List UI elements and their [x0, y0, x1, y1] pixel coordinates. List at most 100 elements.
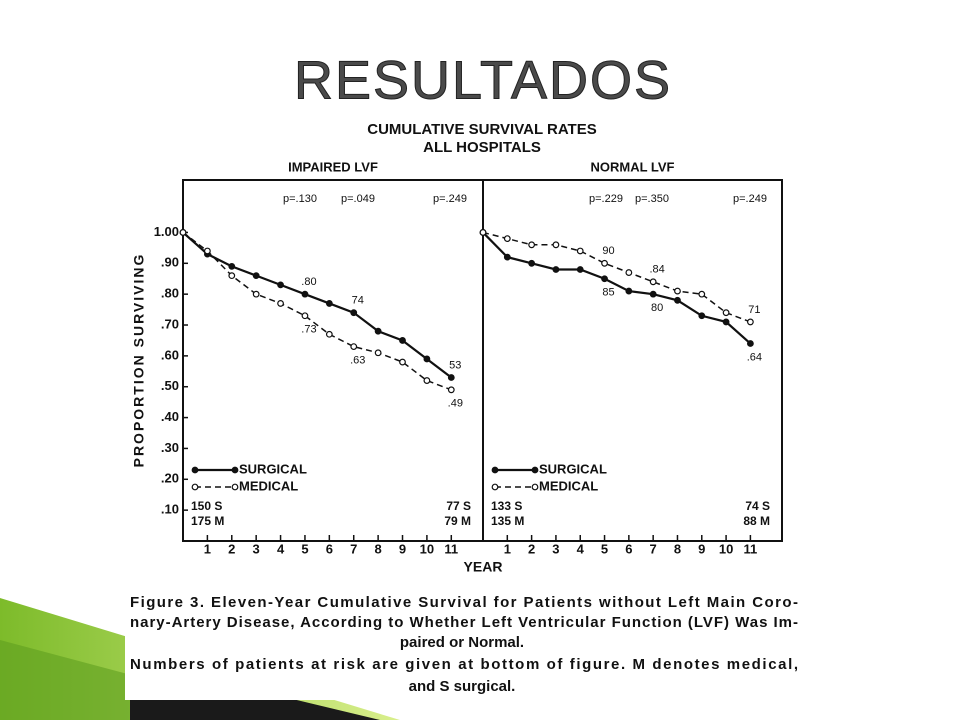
point [601, 259, 608, 267]
caption: Numbers of patients at risk are given at… [130, 656, 798, 673]
point [252, 290, 260, 298]
y-axis-label: PROPORTION SURVIVING [131, 253, 147, 468]
x-tick-label: 2 [528, 541, 535, 556]
point [674, 296, 681, 304]
point [325, 300, 333, 307]
x-tick-label: 1 [204, 541, 211, 556]
caption: paired or Normal. [400, 634, 524, 651]
point [374, 349, 382, 357]
at-risk: 175 M [191, 514, 224, 528]
value-label: .80 [301, 276, 316, 288]
legend-marker [231, 466, 239, 474]
x-tick-label: 8 [674, 541, 681, 556]
value-label: .64 [747, 351, 762, 363]
point [746, 340, 754, 347]
p-value: p=.249 [433, 193, 467, 205]
y-tick-label: .90 [161, 255, 179, 270]
value-label: .84 [650, 264, 665, 276]
point [228, 262, 236, 270]
point [649, 278, 657, 286]
x-axis-label: YEAR [464, 559, 503, 575]
point [350, 343, 358, 351]
point [277, 300, 284, 307]
point [503, 253, 511, 261]
y-tick-label: .10 [161, 502, 179, 517]
point [423, 377, 431, 384]
x-tick-label: 3 [552, 541, 559, 556]
point [228, 272, 236, 280]
legend-label: MEDICAL [239, 478, 298, 493]
x-tick-label: 10 [420, 541, 434, 556]
point [552, 266, 560, 273]
panel-title: NORMAL LVF [590, 159, 674, 174]
value-label: 74 [352, 295, 364, 307]
point [552, 241, 560, 249]
caption: nary-Artery Disease, According to Whethe… [130, 614, 798, 631]
x-tick-label: 6 [326, 541, 333, 556]
figure-area [125, 120, 800, 700]
y-tick-label: .40 [161, 409, 179, 424]
point [203, 247, 211, 255]
legend-marker [531, 483, 539, 491]
point [576, 247, 584, 255]
legend-label: MEDICAL [539, 478, 598, 493]
legend-marker [531, 466, 539, 474]
point [649, 290, 657, 298]
y-tick-label: .80 [161, 286, 179, 301]
point [601, 275, 608, 283]
value-label: .49 [448, 398, 463, 410]
x-tick-label: 3 [253, 541, 260, 556]
p-value: p=.229 [589, 193, 623, 205]
x-tick-label: 8 [375, 541, 382, 556]
x-tick-label: 1 [504, 541, 511, 556]
point [301, 290, 309, 298]
y-tick-label: .30 [161, 440, 179, 455]
point [325, 330, 333, 338]
p-value: p=.049 [341, 193, 375, 205]
legend-marker [231, 483, 239, 491]
x-tick-label: 4 [277, 541, 285, 556]
value-label: 85 [602, 287, 614, 299]
value-label: 90 [602, 245, 614, 257]
value-label: 53 [449, 359, 461, 371]
point [423, 355, 431, 363]
legend-label: SURGICAL [539, 461, 607, 476]
legend-marker [191, 483, 199, 491]
p-value: p=.350 [635, 193, 669, 205]
x-tick-label: 5 [601, 541, 608, 556]
point [746, 318, 754, 326]
x-tick-label: 11 [444, 541, 458, 556]
point [674, 287, 681, 295]
point [698, 290, 706, 298]
point [625, 287, 633, 295]
point [698, 312, 706, 320]
point [722, 309, 730, 317]
slide-title: RESULTADOS [294, 50, 672, 110]
x-tick-label: 9 [698, 541, 705, 556]
y-tick-label: .20 [161, 471, 179, 486]
point [374, 327, 382, 335]
point [399, 358, 406, 366]
y-tick-label: .60 [161, 347, 179, 362]
x-tick-label: 7 [650, 541, 657, 556]
x-tick-label: 7 [350, 541, 357, 556]
point [447, 374, 455, 381]
x-tick-label: 4 [577, 541, 585, 556]
point [503, 235, 511, 243]
legend-marker [191, 466, 199, 474]
p-value: p=.130 [283, 193, 317, 205]
x-tick-label: 2 [228, 541, 235, 556]
x-tick-label: 6 [625, 541, 632, 556]
series-line [482, 231, 751, 323]
figure-title: CUMULATIVE SURVIVAL RATES [367, 121, 596, 138]
plot-frame [482, 179, 783, 542]
p-value: p=.249 [733, 193, 767, 205]
point [528, 259, 536, 267]
point [447, 386, 455, 394]
y-tick-label: .50 [161, 378, 179, 393]
series-line [182, 231, 452, 391]
point [625, 269, 633, 276]
point [576, 266, 584, 273]
panel-title: IMPAIRED LVF [288, 159, 378, 174]
